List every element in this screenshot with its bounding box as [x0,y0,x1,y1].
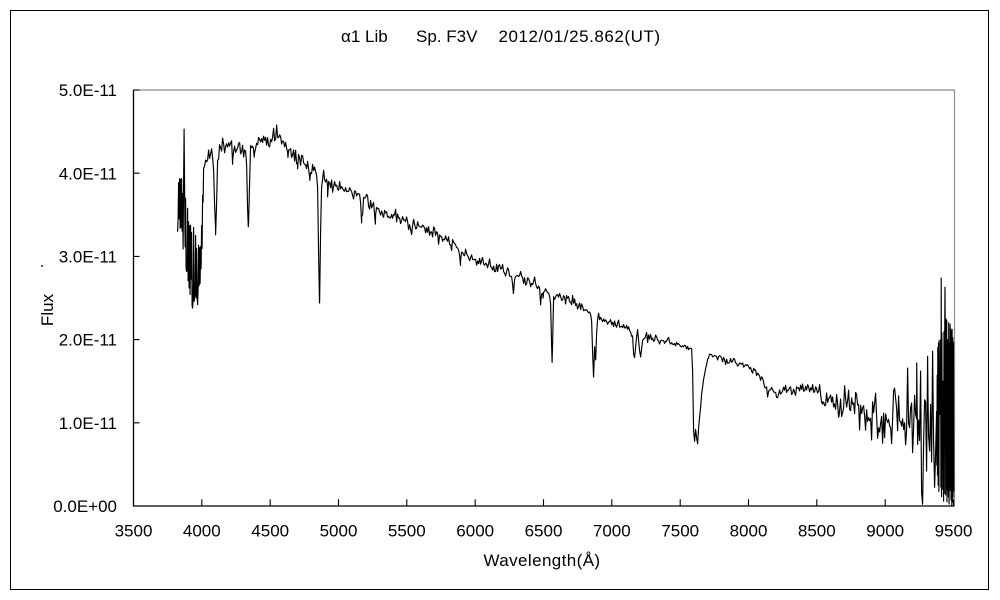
svg-text:7000: 7000 [593,521,631,540]
svg-text:3.0E-11: 3.0E-11 [59,248,117,267]
svg-text:1.0E-11: 1.0E-11 [59,414,117,433]
svg-text:8500: 8500 [798,521,836,540]
svg-text:Wavelength(Å): Wavelength(Å) [483,551,600,570]
svg-text:9000: 9000 [866,521,904,540]
svg-text:2012/01/25.862(UT): 2012/01/25.862(UT) [499,27,661,46]
svg-text:0.0E+00: 0.0E+00 [53,497,117,516]
svg-text:Sp. F3V: Sp. F3V [416,27,478,46]
svg-text:7500: 7500 [661,521,699,540]
svg-text:9500: 9500 [935,521,973,540]
svg-text:5500: 5500 [388,521,426,540]
svg-text:2.0E-11: 2.0E-11 [59,331,117,350]
svg-text:α1 Lib: α1 Lib [341,27,388,46]
svg-text:4000: 4000 [183,521,221,540]
svg-text:5000: 5000 [320,521,358,540]
svg-text:5.0E-11: 5.0E-11 [59,81,117,100]
svg-text:4500: 4500 [251,521,289,540]
svg-text:Flux: Flux [38,293,57,326]
svg-text:6500: 6500 [525,521,563,540]
svg-text:4.0E-11: 4.0E-11 [59,164,117,183]
svg-text:8000: 8000 [730,521,768,540]
svg-text:6000: 6000 [456,521,494,540]
svg-text:3500: 3500 [115,521,153,540]
